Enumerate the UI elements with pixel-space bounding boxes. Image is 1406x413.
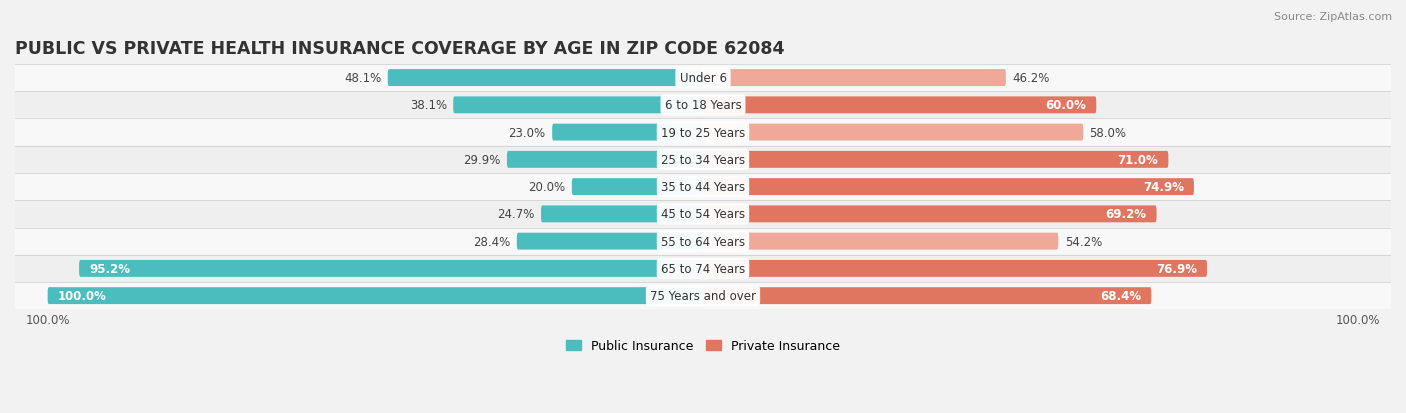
Text: PUBLIC VS PRIVATE HEALTH INSURANCE COVERAGE BY AGE IN ZIP CODE 62084: PUBLIC VS PRIVATE HEALTH INSURANCE COVER… bbox=[15, 40, 785, 58]
Text: 35 to 44 Years: 35 to 44 Years bbox=[661, 180, 745, 194]
FancyBboxPatch shape bbox=[703, 260, 1206, 277]
FancyBboxPatch shape bbox=[79, 260, 703, 277]
FancyBboxPatch shape bbox=[703, 124, 1083, 141]
FancyBboxPatch shape bbox=[453, 97, 703, 114]
Text: 24.7%: 24.7% bbox=[498, 208, 534, 221]
FancyBboxPatch shape bbox=[703, 206, 1157, 223]
Text: 29.9%: 29.9% bbox=[463, 154, 501, 166]
Text: 19 to 25 Years: 19 to 25 Years bbox=[661, 126, 745, 139]
Text: 58.0%: 58.0% bbox=[1090, 126, 1126, 139]
Text: 75 Years and over: 75 Years and over bbox=[650, 290, 756, 302]
Text: 76.9%: 76.9% bbox=[1156, 262, 1197, 275]
FancyBboxPatch shape bbox=[703, 97, 1097, 114]
Text: 65 to 74 Years: 65 to 74 Years bbox=[661, 262, 745, 275]
FancyBboxPatch shape bbox=[572, 179, 703, 196]
FancyBboxPatch shape bbox=[15, 146, 1391, 173]
Text: 45 to 54 Years: 45 to 54 Years bbox=[661, 208, 745, 221]
FancyBboxPatch shape bbox=[541, 206, 703, 223]
FancyBboxPatch shape bbox=[48, 287, 703, 304]
FancyBboxPatch shape bbox=[703, 233, 1059, 250]
Text: 74.9%: 74.9% bbox=[1143, 180, 1184, 194]
Text: 48.1%: 48.1% bbox=[344, 72, 381, 85]
FancyBboxPatch shape bbox=[15, 255, 1391, 282]
FancyBboxPatch shape bbox=[553, 124, 703, 141]
FancyBboxPatch shape bbox=[703, 287, 1152, 304]
Text: 6 to 18 Years: 6 to 18 Years bbox=[665, 99, 741, 112]
FancyBboxPatch shape bbox=[703, 179, 1194, 196]
FancyBboxPatch shape bbox=[15, 119, 1391, 146]
Text: 68.4%: 68.4% bbox=[1101, 290, 1142, 302]
FancyBboxPatch shape bbox=[517, 233, 703, 250]
Text: 25 to 34 Years: 25 to 34 Years bbox=[661, 154, 745, 166]
Text: 71.0%: 71.0% bbox=[1118, 154, 1159, 166]
Text: 38.1%: 38.1% bbox=[409, 99, 447, 112]
FancyBboxPatch shape bbox=[15, 228, 1391, 255]
FancyBboxPatch shape bbox=[703, 70, 1005, 87]
FancyBboxPatch shape bbox=[508, 152, 703, 169]
Text: 69.2%: 69.2% bbox=[1105, 208, 1147, 221]
Text: 54.2%: 54.2% bbox=[1064, 235, 1102, 248]
FancyBboxPatch shape bbox=[15, 173, 1391, 201]
FancyBboxPatch shape bbox=[703, 152, 1168, 169]
Legend: Public Insurance, Private Insurance: Public Insurance, Private Insurance bbox=[561, 334, 845, 357]
Text: 55 to 64 Years: 55 to 64 Years bbox=[661, 235, 745, 248]
FancyBboxPatch shape bbox=[388, 70, 703, 87]
FancyBboxPatch shape bbox=[15, 282, 1391, 309]
Text: 23.0%: 23.0% bbox=[509, 126, 546, 139]
Text: 60.0%: 60.0% bbox=[1046, 99, 1087, 112]
Text: 28.4%: 28.4% bbox=[472, 235, 510, 248]
Text: 100.0%: 100.0% bbox=[58, 290, 107, 302]
Text: Source: ZipAtlas.com: Source: ZipAtlas.com bbox=[1274, 12, 1392, 22]
Text: 95.2%: 95.2% bbox=[89, 262, 129, 275]
FancyBboxPatch shape bbox=[15, 92, 1391, 119]
Text: Under 6: Under 6 bbox=[679, 72, 727, 85]
Text: 20.0%: 20.0% bbox=[529, 180, 565, 194]
Text: 46.2%: 46.2% bbox=[1012, 72, 1050, 85]
FancyBboxPatch shape bbox=[15, 65, 1391, 92]
FancyBboxPatch shape bbox=[15, 201, 1391, 228]
